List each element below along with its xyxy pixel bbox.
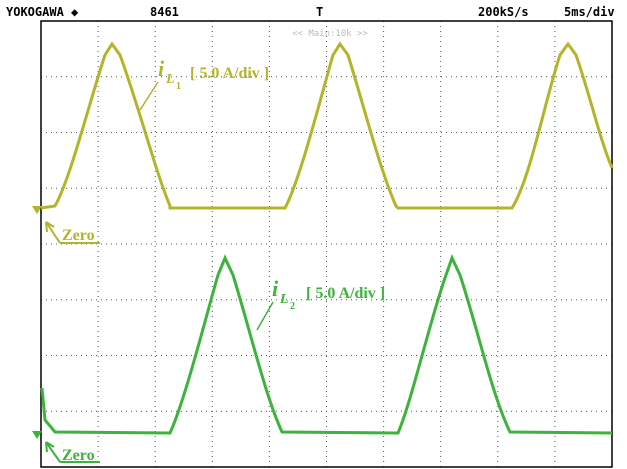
symbol: i (158, 56, 165, 81)
timebase: 5ms/div (564, 5, 615, 19)
subscript: L (279, 292, 289, 307)
subscript: L (165, 72, 175, 87)
trace-2-label: i L 2 [ 5.0 A/div ] (272, 276, 385, 312)
zoom-indicator: << Main:10k >> (292, 29, 368, 39)
symbol: i (272, 276, 279, 301)
zero-label-2: Zero (62, 447, 95, 464)
zero-label-1: Zero (62, 227, 95, 244)
subsubscript: 1 (176, 81, 181, 92)
scale: [ 5.0 A/div ] (190, 65, 269, 82)
scope-screen: YOKOGAWA ◆ 8461 T 200kS/s 5ms/div << Mai… (0, 0, 627, 469)
brand: YOKOGAWA ◆ (6, 5, 79, 19)
record-length: 8461 (150, 5, 179, 19)
callout-2 (257, 302, 273, 330)
subsubscript: 2 (290, 301, 295, 312)
trace-1-label: i L 1 [ 5.0 A/div ] (158, 56, 269, 92)
trigger-mark: T (316, 5, 323, 19)
grid (41, 21, 612, 467)
scale: [ 5.0 A/div ] (306, 285, 385, 302)
sample-rate: 200kS/s (478, 5, 529, 19)
